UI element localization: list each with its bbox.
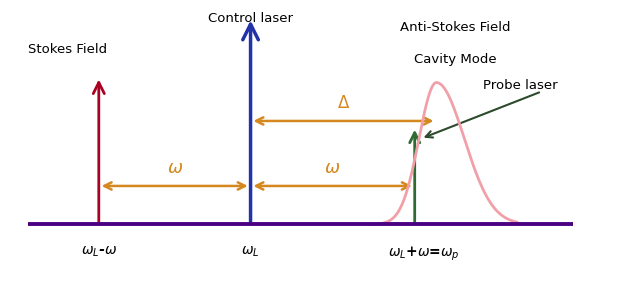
Text: Cavity Mode: Cavity Mode [414, 53, 496, 66]
Text: $\mathit{\omega}_L$-$\mathit{\omega}$: $\mathit{\omega}_L$-$\mathit{\omega}$ [81, 245, 117, 259]
Text: Probe laser: Probe laser [482, 79, 557, 92]
Text: $\mathit{\omega}_L$: $\mathit{\omega}_L$ [241, 245, 260, 259]
Text: $\omega$: $\omega$ [166, 159, 183, 177]
Text: Stokes Field: Stokes Field [28, 43, 107, 56]
Text: $\mathit{\omega}_L$+$\mathit{\omega}$=$\mathit{\omega}_p$: $\mathit{\omega}_L$+$\mathit{\omega}$=$\… [388, 245, 460, 263]
Text: Anti-Stokes Field: Anti-Stokes Field [400, 20, 510, 33]
Text: $\omega$: $\omega$ [324, 159, 341, 177]
Text: $\Delta$: $\Delta$ [337, 95, 350, 112]
Text: Control laser: Control laser [208, 12, 293, 25]
